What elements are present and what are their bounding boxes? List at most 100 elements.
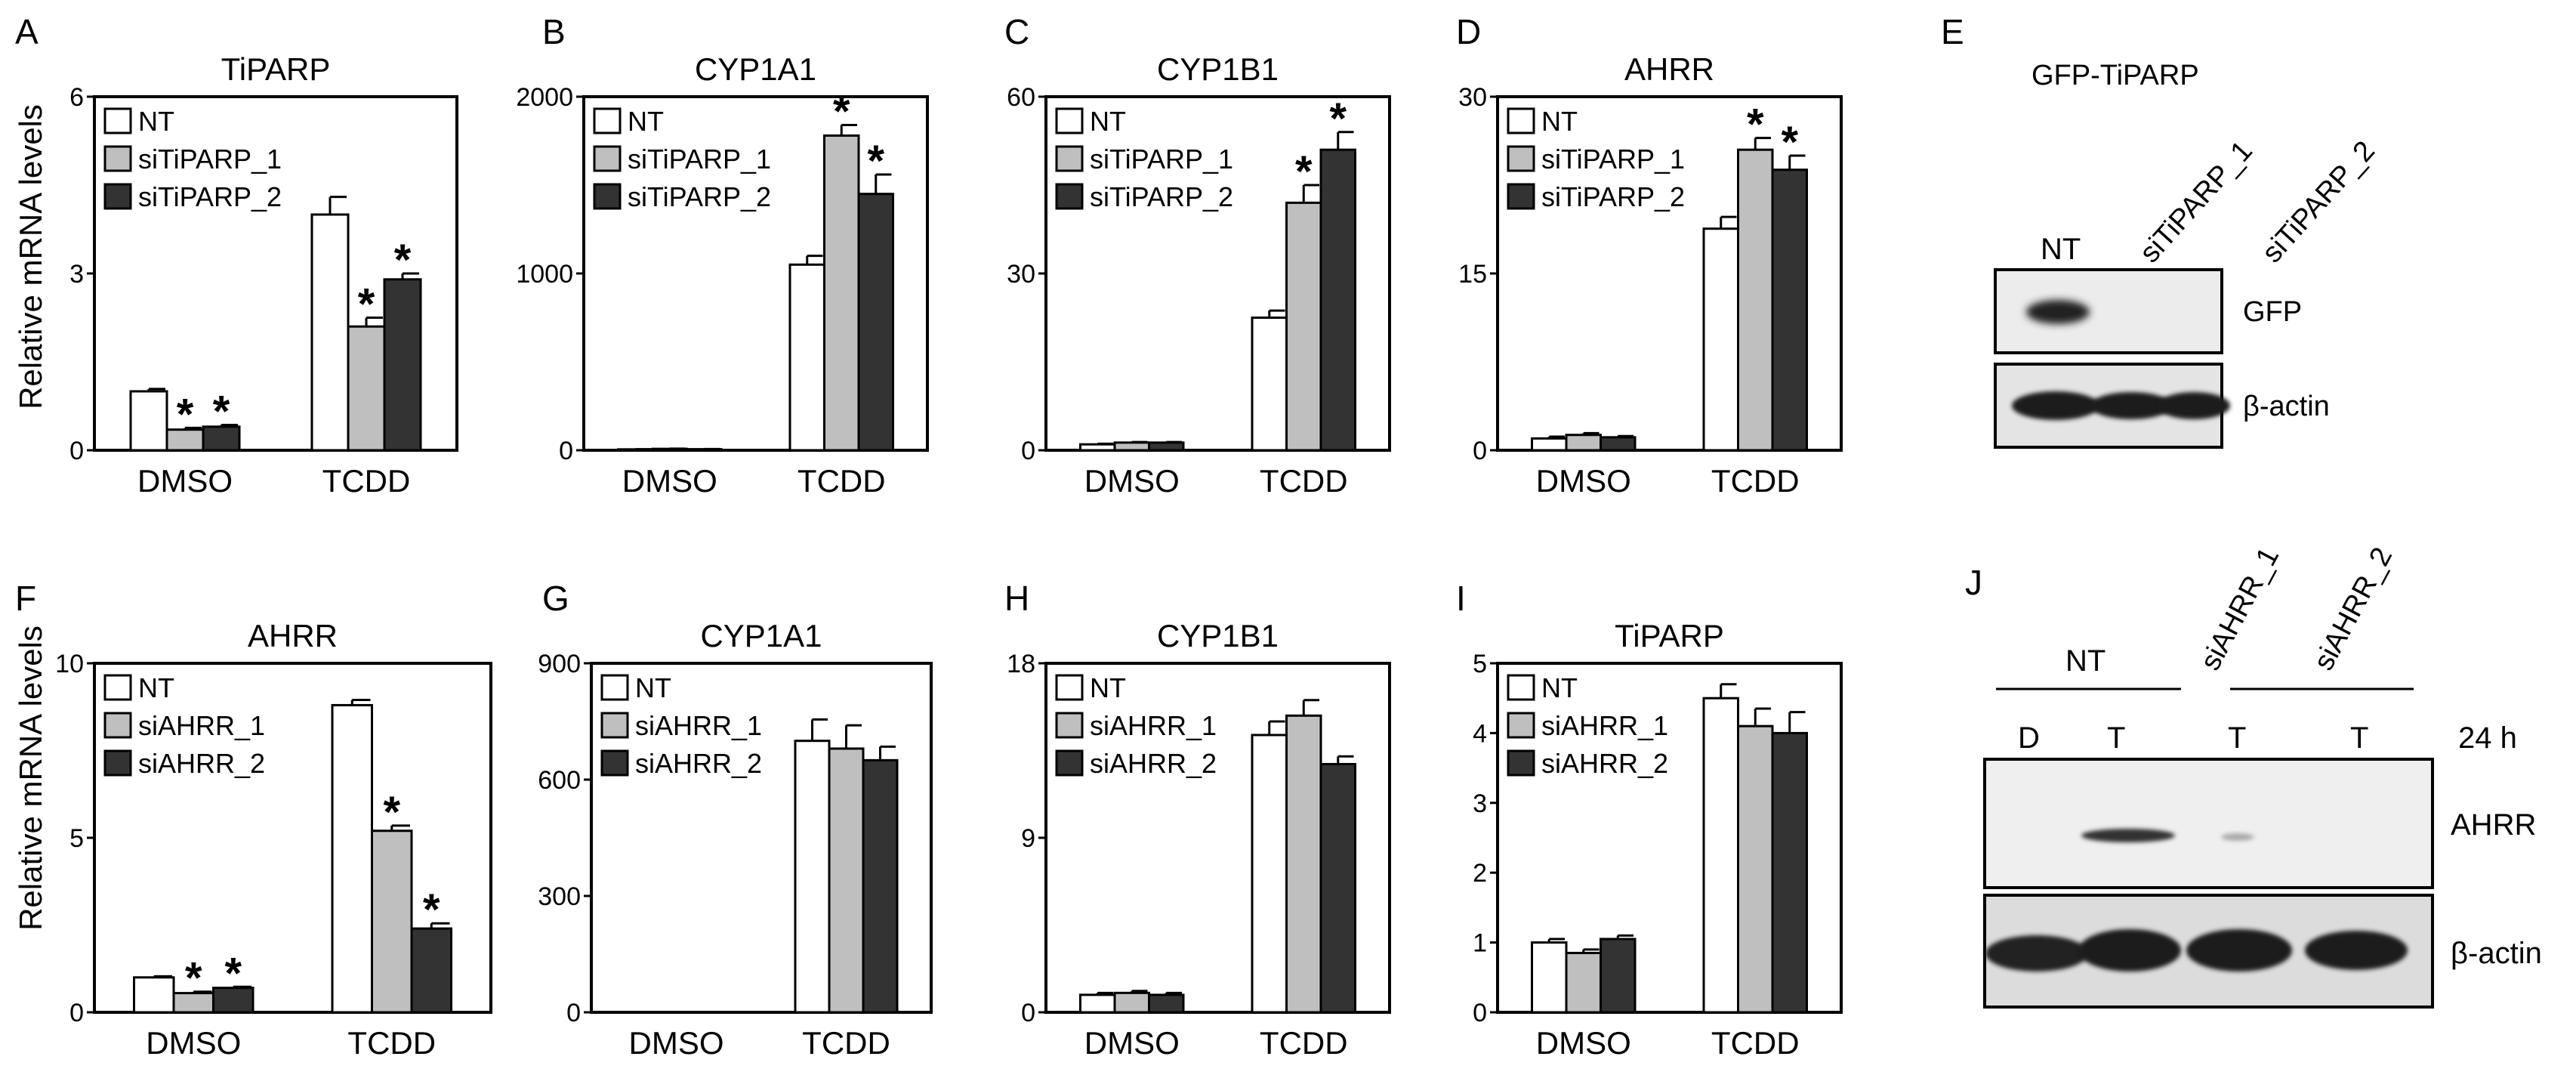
chart-panel-c: C CYP1B1 0 30 60 DMSO TCDD * * NT siTiPARP_1 siTiPA… (1004, 12, 1391, 499)
legend-swatch (600, 749, 629, 777)
ytick-label: 5 (1473, 650, 1487, 678)
legend-swatch (103, 712, 132, 739)
blot-j-row-actin: β-actin (2451, 937, 2542, 970)
legend-label: siTiPARP_1 (138, 144, 282, 175)
panel-letter-i: I (1456, 579, 1466, 618)
blot-j-actin-band-2 (2078, 929, 2181, 972)
chart-panel-f: F AHRR 0 5 10 DMSO * * TCDD * * NT siAHRR_1 siAHRR_2 (15, 579, 492, 1061)
ytick-label: 3 (69, 260, 84, 289)
bar-c-tcdd-2 (1319, 148, 1356, 452)
ytick-label: 900 (538, 650, 581, 678)
chart-title-i: TiPARP (1615, 618, 1724, 653)
legend-label: NT (138, 672, 174, 703)
bar-b-tcdd-2 (857, 193, 894, 452)
bar-h-dmso-0 (1079, 993, 1116, 1014)
bar-h-tcdd-2 (1319, 762, 1356, 1014)
ytick-label: 30 (1007, 260, 1035, 289)
bar-b-tcdd-1 (823, 134, 860, 452)
bar-g-tcdd-2 (862, 758, 899, 1014)
ytick-label: 4 (1473, 719, 1487, 748)
significance-star: * (383, 788, 400, 837)
significance-star: * (1747, 100, 1764, 150)
legend-label: siTiPARP_2 (1541, 181, 1685, 212)
legend-label: siTiPARP_2 (138, 181, 282, 212)
panel-letter-h: H (1004, 579, 1029, 618)
ytick-label: 0 (1021, 999, 1035, 1027)
category-label: TCDD (322, 463, 411, 499)
ytick-label: 2 (1473, 859, 1487, 888)
chart-panel-h: H CYP1B1 0 9 18 DMSO TCDD NT siAHRR_1 siAHRR_2 (1004, 579, 1391, 1061)
panel-letter-c: C (1004, 12, 1029, 51)
blot-e-row-actin: β-actin (2243, 391, 2330, 422)
blot-e-actin-band-3 (2158, 392, 2230, 419)
bar-c-dmso-1 (1113, 441, 1150, 452)
blot-j-actin-band-4 (2305, 931, 2408, 970)
bar-a-tcdd-2 (383, 278, 422, 452)
chart-title-f: AHRR (248, 618, 338, 653)
category-label: TCDD (347, 1025, 436, 1061)
bar-d-tcdd-0 (1702, 227, 1739, 452)
ytick-label: 600 (538, 766, 581, 795)
legend-label: NT (628, 106, 664, 137)
category-label: DMSO (137, 463, 233, 499)
chart-panel-a: A TiPARP 0 3 6 DMSO * * TCDD * * NT siTiPARP_1 siTiPA… (15, 12, 458, 499)
ytick-label: 0 (69, 999, 84, 1027)
legend-label: NT (1090, 106, 1126, 137)
ytick-label: 0 (559, 437, 573, 465)
significance-star: * (358, 280, 375, 329)
legend-swatch (1055, 145, 1084, 172)
legend-label: siAHRR_2 (1541, 748, 1668, 779)
bar-g-tcdd-1 (828, 747, 865, 1014)
panel-letter-a: A (15, 12, 39, 51)
blot-e-actin-band-2 (2090, 392, 2172, 419)
legend-label: siAHRR_1 (1090, 710, 1217, 741)
significance-star: * (1781, 118, 1798, 167)
significance-star: * (1295, 147, 1313, 196)
legend-label: NT (635, 672, 671, 703)
blot-e-actin-band-1 (2012, 391, 2099, 420)
bar-c-tcdd-0 (1251, 317, 1288, 452)
legend-label: siTiPARP_1 (628, 144, 771, 175)
ytick-label: 2000 (516, 83, 573, 112)
bar-c-dmso-0 (1079, 443, 1116, 452)
category-label: DMSO (1536, 463, 1631, 499)
bar-a-dmso-0 (129, 390, 168, 452)
bar-charts: A TiPARP 0 3 6 DMSO * * TCDD * * NT siTiPARP_1 siTiPA… (15, 12, 1843, 1061)
panel-letter-b: B (542, 12, 566, 51)
bar-i-tcdd-1 (1737, 724, 1774, 1014)
significance-star: * (1329, 94, 1347, 144)
legend-label: siAHRR_2 (138, 748, 265, 779)
legend-label: siTiPARP_1 (1541, 144, 1685, 175)
bar-h-tcdd-1 (1285, 714, 1322, 1014)
bar-i-dmso-2 (1600, 938, 1637, 1014)
bar-i-dmso-0 (1531, 941, 1568, 1014)
bar-d-dmso-1 (1565, 434, 1602, 452)
ytick-label: 15 (1458, 260, 1487, 289)
legend-swatch (1507, 674, 1535, 701)
category-label: DMSO (146, 1025, 241, 1061)
legend-label: NT (1541, 106, 1578, 137)
chart-title-a: TiPARP (221, 51, 331, 87)
chart-panel-b: B CYP1A1 0 1000 2000 DMSO TCDD * * NT siTiPARP_1si… (516, 12, 929, 499)
category-label: DMSO (1536, 1025, 1631, 1061)
blot-e-gfp-band (2026, 300, 2090, 324)
blot-e-row-gfp: GFP (2243, 296, 2302, 328)
blot-e-lane-nt: NT (2041, 233, 2081, 266)
blot-j-row-ahrr: AHRR (2451, 808, 2536, 842)
legend-label: siAHRR_2 (635, 748, 762, 779)
plot-frame-i (1496, 662, 1843, 1014)
bar-d-tcdd-1 (1737, 148, 1774, 452)
legend-swatch (593, 183, 622, 210)
legend-swatch (103, 145, 132, 172)
ytick-label: 0 (1021, 437, 1035, 465)
legend-swatch (1507, 145, 1535, 172)
blot-panel-j: J NT siAHRR_1 siAHRR_2 D T T T 24 h AHRR… (1965, 542, 2542, 1009)
blot-j-lane-3: T (2228, 721, 2246, 755)
legend-swatch (1055, 749, 1084, 777)
legend-swatch (1055, 712, 1084, 739)
blot-panel-e: E GFP-TiPARP NT siTiPARP_1 siTiPARP_2 GF… (1941, 12, 2381, 449)
bar-d-dmso-2 (1600, 436, 1637, 452)
ytick-label: 3 (1473, 789, 1487, 818)
ylabel-bottom: Relative mRNA levels (13, 626, 48, 931)
